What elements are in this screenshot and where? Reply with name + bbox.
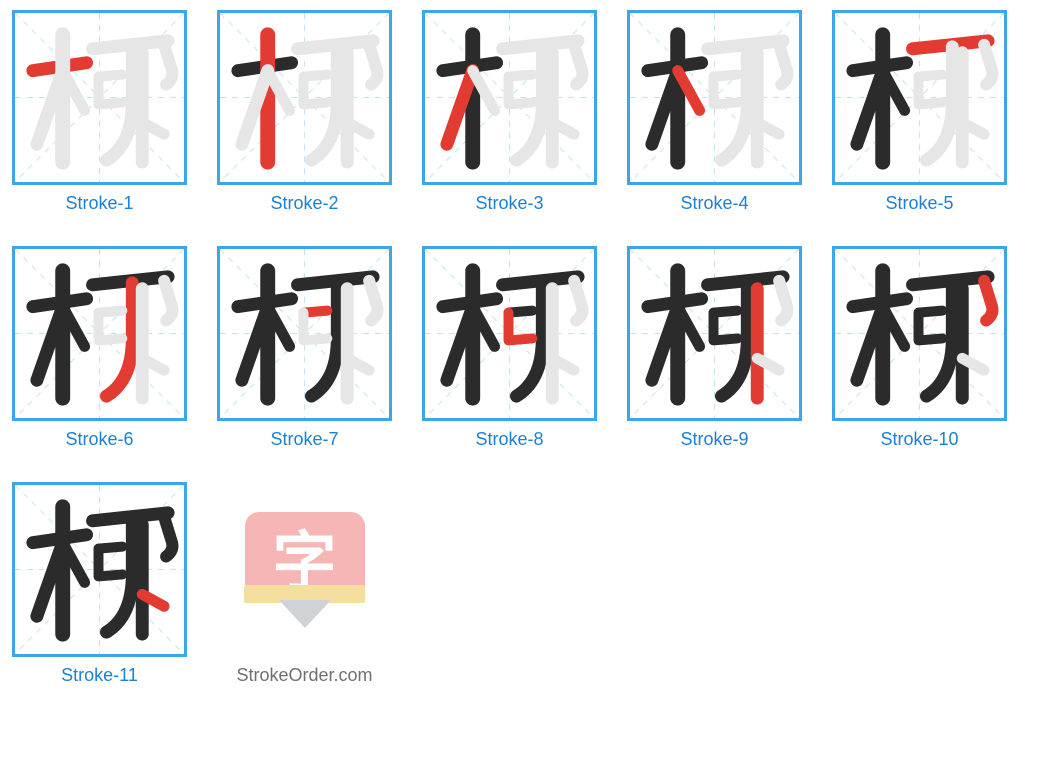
stroke-tile bbox=[217, 10, 392, 185]
stroke-grid: Stroke-1 Stroke-2 Stroke-3 Stroke-4 bbox=[12, 10, 1038, 686]
stroke-glyph bbox=[425, 249, 594, 418]
stroke-tile bbox=[627, 10, 802, 185]
stroke-tile bbox=[422, 10, 597, 185]
stroke-cell: Stroke-2 bbox=[217, 10, 392, 214]
stroke-label: Stroke-5 bbox=[885, 193, 953, 214]
stroke-cell: Stroke-1 bbox=[12, 10, 187, 214]
stroke-cell: Stroke-8 bbox=[422, 246, 597, 450]
stroke-cell: Stroke-5 bbox=[832, 10, 1007, 214]
stroke-glyph bbox=[425, 13, 594, 182]
stroke-glyph bbox=[15, 485, 184, 654]
stroke-label: Stroke-9 bbox=[680, 429, 748, 450]
stroke-tile bbox=[12, 246, 187, 421]
stroke-cell: Stroke-9 bbox=[627, 246, 802, 450]
stroke-label: Stroke-3 bbox=[475, 193, 543, 214]
stroke-glyph bbox=[835, 13, 1004, 182]
stroke-label: Stroke-1 bbox=[65, 193, 133, 214]
stroke-label: Stroke-4 bbox=[680, 193, 748, 214]
stroke-glyph bbox=[15, 13, 184, 182]
stroke-label: Stroke-6 bbox=[65, 429, 133, 450]
stroke-cell: Stroke-3 bbox=[422, 10, 597, 214]
site-label: StrokeOrder.com bbox=[236, 665, 372, 686]
stroke-glyph bbox=[15, 249, 184, 418]
logo-tip-icon bbox=[279, 600, 331, 628]
stroke-tile bbox=[627, 246, 802, 421]
stroke-label: Stroke-10 bbox=[880, 429, 958, 450]
logo-tile: 字 bbox=[217, 482, 392, 657]
stroke-cell: Stroke-10 bbox=[832, 246, 1007, 450]
stroke-tile bbox=[217, 246, 392, 421]
stroke-glyph bbox=[835, 249, 1004, 418]
stroke-tile bbox=[12, 482, 187, 657]
stroke-cell: Stroke-7 bbox=[217, 246, 392, 450]
stroke-cell: Stroke-4 bbox=[627, 10, 802, 214]
stroke-glyph bbox=[630, 13, 799, 182]
stroke-label: Stroke-8 bbox=[475, 429, 543, 450]
stroke-cell: Stroke-6 bbox=[12, 246, 187, 450]
stroke-label: Stroke-11 bbox=[61, 665, 138, 686]
stroke-tile bbox=[832, 10, 1007, 185]
stroke-glyph bbox=[220, 249, 389, 418]
stroke-glyph bbox=[630, 249, 799, 418]
stroke-label: Stroke-2 bbox=[270, 193, 338, 214]
stroke-label: Stroke-7 bbox=[270, 429, 338, 450]
stroke-glyph bbox=[220, 13, 389, 182]
stroke-tile bbox=[832, 246, 1007, 421]
stroke-cell: Stroke-11 bbox=[12, 482, 187, 686]
logo-cell: 字 StrokeOrder.com bbox=[217, 482, 392, 686]
stroke-tile bbox=[12, 10, 187, 185]
stroke-tile bbox=[422, 246, 597, 421]
